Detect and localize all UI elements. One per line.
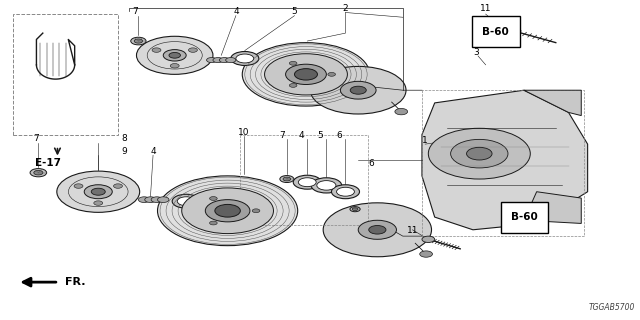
Circle shape bbox=[350, 86, 366, 94]
Circle shape bbox=[264, 54, 348, 95]
Circle shape bbox=[289, 61, 297, 65]
Circle shape bbox=[177, 197, 195, 206]
Circle shape bbox=[215, 204, 241, 217]
Circle shape bbox=[298, 178, 316, 187]
Text: 11: 11 bbox=[480, 4, 492, 13]
Circle shape bbox=[220, 58, 230, 63]
Text: 1: 1 bbox=[422, 136, 428, 145]
Text: 7: 7 bbox=[33, 134, 39, 143]
Circle shape bbox=[131, 37, 146, 45]
Circle shape bbox=[243, 43, 370, 106]
Circle shape bbox=[94, 201, 102, 205]
Text: 10: 10 bbox=[238, 128, 250, 137]
Circle shape bbox=[84, 185, 112, 199]
Text: 5: 5 bbox=[317, 131, 323, 140]
Polygon shape bbox=[524, 90, 581, 116]
Text: TGGAB5700: TGGAB5700 bbox=[589, 303, 636, 312]
Circle shape bbox=[317, 180, 336, 190]
Circle shape bbox=[151, 197, 163, 203]
Circle shape bbox=[170, 64, 179, 68]
Circle shape bbox=[340, 81, 376, 99]
Circle shape bbox=[294, 69, 317, 80]
Circle shape bbox=[428, 128, 531, 179]
Circle shape bbox=[369, 226, 386, 234]
Text: 4: 4 bbox=[150, 147, 156, 156]
Circle shape bbox=[293, 175, 321, 189]
Text: 6: 6 bbox=[368, 159, 374, 168]
Circle shape bbox=[209, 196, 217, 200]
Circle shape bbox=[252, 209, 260, 213]
Circle shape bbox=[163, 50, 186, 61]
Text: 4: 4 bbox=[233, 7, 239, 16]
Circle shape bbox=[205, 200, 250, 222]
Circle shape bbox=[138, 197, 150, 203]
Text: 11: 11 bbox=[406, 226, 418, 235]
Circle shape bbox=[350, 207, 360, 212]
Circle shape bbox=[422, 236, 435, 243]
Circle shape bbox=[283, 177, 291, 181]
Circle shape bbox=[157, 197, 169, 203]
Circle shape bbox=[280, 176, 294, 182]
Text: 7: 7 bbox=[132, 7, 138, 16]
Circle shape bbox=[57, 171, 140, 212]
Text: 6: 6 bbox=[336, 131, 342, 140]
Text: 8: 8 bbox=[122, 134, 127, 143]
Circle shape bbox=[328, 72, 335, 76]
Circle shape bbox=[310, 67, 406, 114]
Circle shape bbox=[30, 169, 47, 177]
Circle shape bbox=[420, 251, 433, 257]
Circle shape bbox=[209, 221, 217, 225]
Circle shape bbox=[134, 39, 143, 43]
Circle shape bbox=[152, 48, 161, 52]
Circle shape bbox=[92, 188, 105, 195]
Text: 3: 3 bbox=[473, 48, 479, 57]
Text: 4: 4 bbox=[298, 131, 304, 140]
Circle shape bbox=[236, 54, 253, 63]
Circle shape bbox=[145, 197, 156, 203]
Circle shape bbox=[182, 188, 273, 234]
Text: FR.: FR. bbox=[65, 277, 86, 287]
Circle shape bbox=[395, 108, 408, 115]
Circle shape bbox=[231, 52, 259, 66]
Circle shape bbox=[352, 208, 358, 211]
Circle shape bbox=[169, 52, 180, 58]
Circle shape bbox=[213, 58, 223, 63]
Circle shape bbox=[113, 184, 122, 188]
Circle shape bbox=[492, 24, 505, 30]
Text: 7: 7 bbox=[279, 131, 285, 140]
Circle shape bbox=[188, 48, 197, 52]
Circle shape bbox=[34, 171, 43, 175]
Circle shape bbox=[337, 187, 355, 196]
Circle shape bbox=[172, 194, 200, 208]
Circle shape bbox=[226, 58, 236, 63]
Circle shape bbox=[323, 203, 431, 257]
Text: 9: 9 bbox=[122, 147, 127, 156]
Circle shape bbox=[157, 176, 298, 246]
Circle shape bbox=[332, 185, 360, 199]
Text: B-60: B-60 bbox=[483, 27, 509, 37]
Circle shape bbox=[289, 84, 297, 87]
Circle shape bbox=[207, 58, 217, 63]
Circle shape bbox=[451, 140, 508, 168]
Polygon shape bbox=[524, 192, 581, 223]
Circle shape bbox=[311, 178, 342, 193]
Circle shape bbox=[467, 147, 492, 160]
Polygon shape bbox=[422, 90, 588, 230]
Circle shape bbox=[74, 184, 83, 188]
Text: E-17: E-17 bbox=[35, 158, 61, 168]
Circle shape bbox=[285, 64, 326, 84]
Text: B-60: B-60 bbox=[511, 212, 538, 222]
Circle shape bbox=[136, 36, 213, 74]
Text: 2: 2 bbox=[342, 4, 348, 13]
Circle shape bbox=[358, 220, 396, 239]
Text: 5: 5 bbox=[292, 7, 298, 16]
